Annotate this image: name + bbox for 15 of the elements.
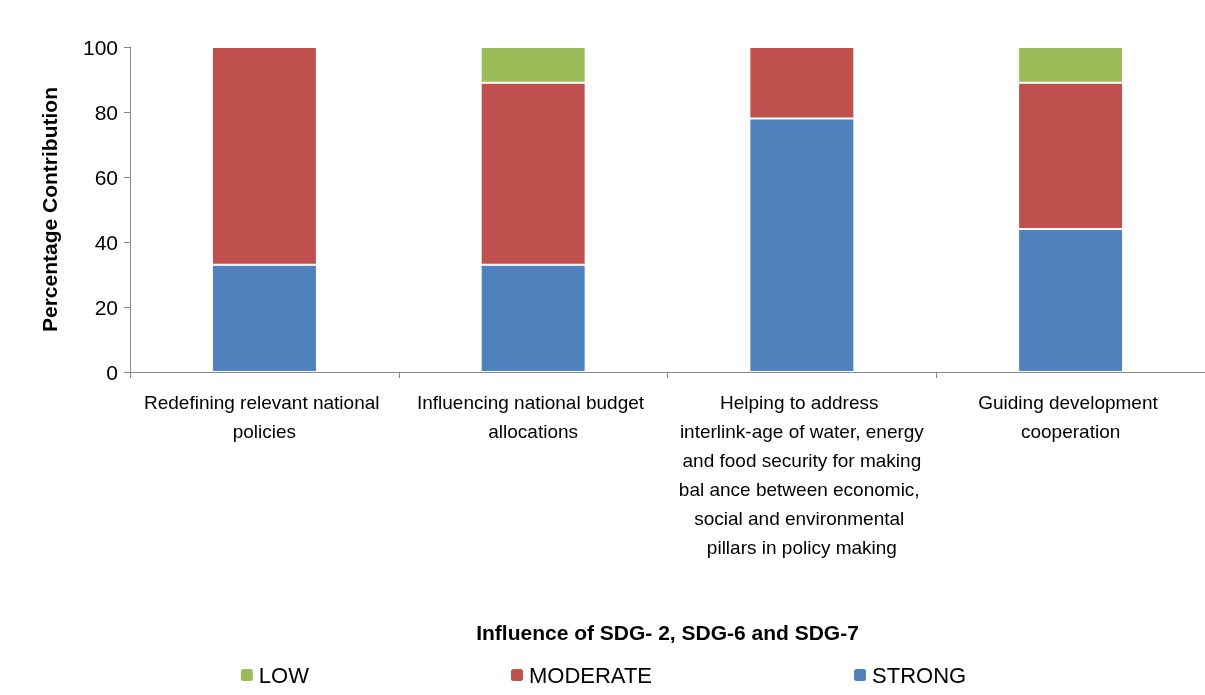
y-tick-label: 40 <box>94 230 118 254</box>
legend-label: MODERATE <box>528 662 653 688</box>
y-tick-label: 20 <box>94 295 118 319</box>
x-axis-title: Influence of SDG- 2, SDG-6 and SDG-7 <box>476 621 859 644</box>
x-tick-label: Influencing national budget allocations <box>416 392 650 442</box>
y-tick-label: 0 <box>106 360 118 384</box>
x-tick-label: Helping to address interlink-age of water, energy and food security for making bal ance between economic, social and environmental pillars in policy making <box>677 392 927 558</box>
y-tick-label: 80 <box>94 100 118 124</box>
x-tick-label: Guiding development cooperation <box>978 392 1164 442</box>
legend-label: LOW <box>258 662 310 688</box>
x-tick-label: Redefining relevant national policies <box>143 392 385 442</box>
y-tick-label: 100 <box>82 35 118 59</box>
y-tick-label: 60 <box>94 165 118 189</box>
y-axis-title: Percentage Contribution <box>38 86 61 333</box>
legend-label: STRONG <box>872 662 967 688</box>
